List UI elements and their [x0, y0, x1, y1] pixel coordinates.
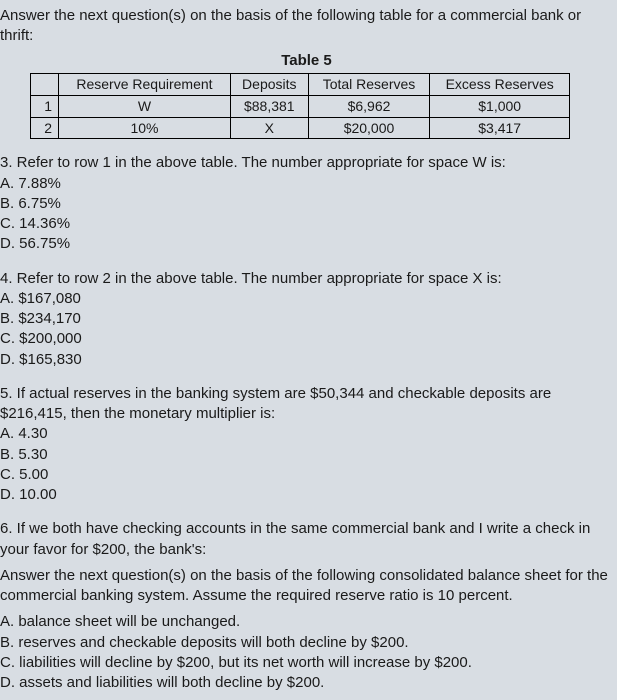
option-d: D. 10.00: [0, 485, 613, 505]
table-cell: $20,000: [308, 117, 430, 139]
table-cell: 10%: [59, 117, 231, 139]
question-6: 6. If we both have checking accounts in …: [0, 519, 613, 693]
option-b: B. 5.30: [0, 445, 613, 465]
table-header-cell: Total Reserves: [308, 73, 430, 95]
question-stem: 4. Refer to row 2 in the above table. Th…: [0, 269, 613, 289]
table-header-cell: Deposits: [230, 73, 308, 95]
table-cell: W: [59, 95, 231, 117]
option-a: A. 7.88%: [0, 174, 613, 194]
question-3: 3. Refer to row 1 in the above table. Th…: [0, 153, 613, 254]
table-title: Table 5: [0, 51, 613, 71]
question-stem: 3. Refer to row 1 in the above table. Th…: [0, 153, 613, 173]
option-b: B. $234,170: [0, 309, 613, 329]
option-a: A. 4.30: [0, 424, 613, 444]
table-cell: $1,000: [430, 95, 570, 117]
table-header-cell: Excess Reserves: [430, 73, 570, 95]
option-c: C. 5.00: [0, 465, 613, 485]
question-5: 5. If actual reserves in the banking sys…: [0, 384, 613, 506]
option-c: C. liabilities will decline by $200, but…: [0, 653, 613, 673]
data-table: Reserve Requirement Deposits Total Reser…: [30, 73, 570, 140]
table-header-row: Reserve Requirement Deposits Total Reser…: [31, 73, 570, 95]
interposed-text: Answer the next question(s) on the basis…: [0, 566, 613, 607]
table-cell: $6,962: [308, 95, 430, 117]
table-row: 1 W $88,381 $6,962 $1,000: [31, 95, 570, 117]
question-4: 4. Refer to row 2 in the above table. Th…: [0, 269, 613, 370]
table-header-cell: Reserve Requirement: [59, 73, 231, 95]
table-cell: 1: [31, 95, 59, 117]
table-cell: $3,417: [430, 117, 570, 139]
option-b: B. reserves and checkable deposits will …: [0, 633, 613, 653]
question-stem: 6. If we both have checking accounts in …: [0, 519, 613, 560]
option-d: D. assets and liabilities will both decl…: [0, 673, 613, 693]
option-a: A. $167,080: [0, 289, 613, 309]
option-c: C. $200,000: [0, 329, 613, 349]
intro-text: Answer the next question(s) on the basis…: [0, 6, 613, 47]
option-d: D. 56.75%: [0, 234, 613, 254]
option-b: B. 6.75%: [0, 194, 613, 214]
option-d: D. $165,830: [0, 350, 613, 370]
question-stem: 5. If actual reserves in the banking sys…: [0, 384, 613, 425]
table-cell: 2: [31, 117, 59, 139]
option-c: C. 14.36%: [0, 214, 613, 234]
table-cell: $88,381: [230, 95, 308, 117]
option-a: A. balance sheet will be unchanged.: [0, 612, 613, 632]
table-header-cell: [31, 73, 59, 95]
table-row: 2 10% X $20,000 $3,417: [31, 117, 570, 139]
table-cell: X: [230, 117, 308, 139]
